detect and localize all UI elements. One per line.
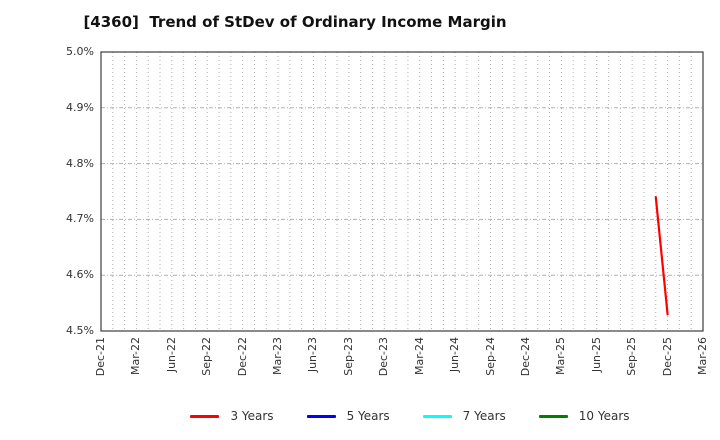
y-tick-label: 5.0%	[66, 45, 94, 58]
legend-item-3-years: 3 Years	[190, 409, 274, 423]
x-tick-label: Jun-25	[589, 337, 603, 373]
x-tick-label: Dec-22	[235, 337, 249, 377]
x-tick-label: Mar-26	[696, 337, 709, 376]
x-tick-label: Jun-22	[164, 337, 178, 373]
legend-item-10-years: 10 Years	[538, 409, 630, 423]
plot-border	[100, 51, 704, 332]
x-tick-label: Mar-24	[412, 337, 426, 376]
x-tick-label: Dec-23	[377, 337, 391, 377]
y-tick-label: 4.9%	[66, 100, 94, 114]
y-tick-label: 4.8%	[66, 156, 94, 170]
legend-line-swatch	[306, 414, 336, 418]
y-tick-label: 4.6%	[66, 268, 94, 282]
x-tick-label: Sep-25	[625, 337, 639, 376]
legend: 3 Years 5 Years 7 Years 10 Years	[100, 405, 720, 427]
legend-line-swatch	[190, 414, 220, 418]
x-tick-label: Dec-24	[518, 337, 532, 377]
legend-label: 10 Years	[578, 409, 630, 423]
legend-label: 3 Years	[230, 409, 274, 423]
x-tick-label: Dec-25	[660, 337, 674, 377]
legend-label: 5 Years	[346, 409, 390, 423]
x-tick-label: Mar-25	[554, 337, 568, 376]
legend-item-7-years: 7 Years	[422, 409, 506, 423]
x-tick-label: Sep-23	[341, 337, 355, 376]
x-tick-label: Jun-23	[306, 337, 320, 373]
x-tick-label: Sep-22	[200, 337, 214, 376]
chart-title: [4360] Trend of StDev of Ordinary Income…	[83, 13, 507, 31]
x-tick-label: Sep-24	[483, 337, 497, 376]
y-tick-label: 4.5%	[66, 324, 94, 337]
x-tick-label: Mar-22	[129, 337, 143, 376]
x-tick-label: Jun-24	[448, 337, 462, 373]
legend-item-5-years: 5 Years	[306, 409, 390, 423]
legend-label: 7 Years	[462, 409, 506, 423]
y-tick-label: 4.7%	[66, 212, 94, 226]
series-line-3-years	[654, 195, 669, 316]
legend-line-swatch	[422, 414, 452, 418]
x-tick-label: Mar-23	[271, 337, 285, 376]
x-tick-label: Dec-21	[94, 337, 107, 377]
legend-line-swatch	[538, 414, 568, 418]
